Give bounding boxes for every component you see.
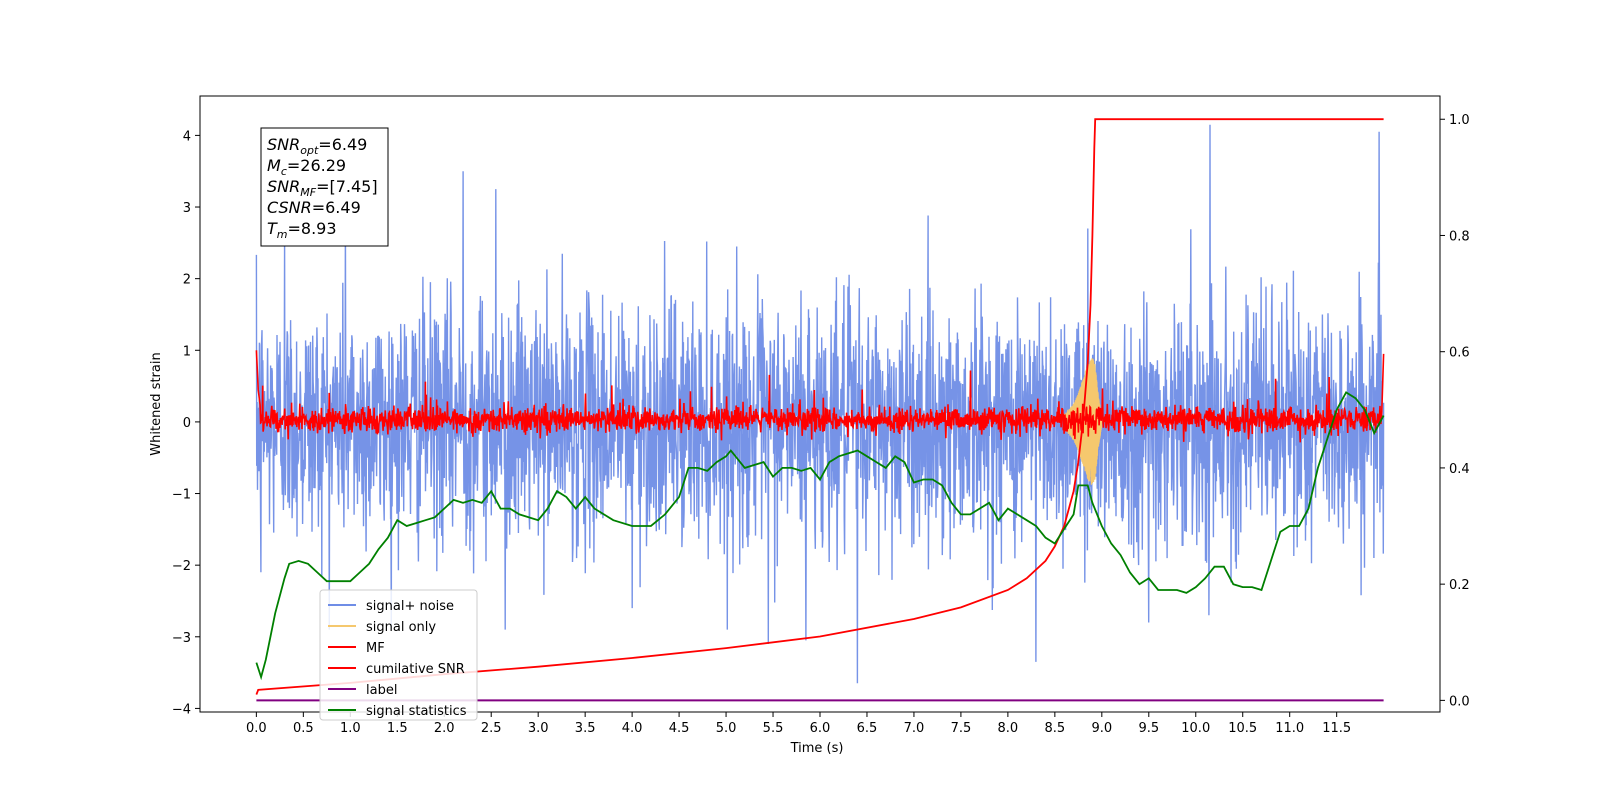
annotation-subscript: opt [300, 144, 319, 157]
annotation-subscript: MF [300, 186, 316, 199]
x-tick-label: 8.5 [1045, 721, 1066, 736]
annotation-value: =8.93 [288, 219, 337, 238]
y2-tick-label: 0.6 [1449, 346, 1470, 361]
y-tick-label: −2 [172, 559, 191, 574]
y-tick-label: −3 [172, 631, 191, 646]
series-layer [255, 118, 1385, 702]
annotation-subscript: c [281, 165, 287, 178]
x-tick-label: 11.0 [1275, 721, 1304, 736]
legend-label: label [366, 683, 397, 698]
series-signal-only [1063, 358, 1103, 485]
series-cumilative-snr [255, 118, 1384, 695]
annotation-value: =6.49 [318, 135, 367, 154]
y2-tick-label: 0.0 [1449, 694, 1470, 709]
y-tick-label: 1 [183, 344, 191, 359]
annotation-value: =26.29 [287, 156, 346, 175]
annotation-line: CSNR=6.49 [267, 198, 361, 217]
x-tick-label: 0.0 [246, 721, 267, 736]
x-tick-label: 4.0 [622, 721, 643, 736]
annotation-line: Mc=26.29 [267, 156, 346, 178]
x-tick-label: 2.0 [434, 721, 455, 736]
x-tick-label: 7.0 [904, 721, 925, 736]
x-tick-label: 4.5 [669, 721, 690, 736]
x-tick-label: 5.0 [716, 721, 737, 736]
y2-tick-label: 0.2 [1449, 578, 1470, 593]
series-mf [255, 350, 1385, 443]
y-tick-label: −1 [172, 488, 191, 503]
x-tick-label: 2.5 [481, 721, 502, 736]
x-tick-label: 9.0 [1091, 721, 1112, 736]
x-tick-label: 8.0 [998, 721, 1019, 736]
annotation-symbol: SNR [267, 177, 300, 196]
annotation-box: SNRopt=6.49Mc=26.29SNRMF=[7.45]CSNR=6.49… [260, 127, 389, 247]
annotation-symbol: M [267, 156, 281, 175]
legend-label: signal+ noise [366, 599, 454, 614]
legend-label: cumilative SNR [366, 662, 465, 677]
x-tick-label: 11.5 [1322, 721, 1351, 736]
annotation-line: SNRopt=6.49 [267, 135, 367, 157]
annotation-line: SNRMF=[7.45] [267, 177, 378, 199]
x-tick-label: 1.0 [340, 721, 361, 736]
x-tick-label: 3.0 [528, 721, 549, 736]
annotation-frame [260, 127, 389, 247]
annotation-symbol: T [267, 219, 278, 238]
x-tick-label: 0.5 [293, 721, 314, 736]
annotation-value: =6.49 [312, 198, 361, 217]
series-signal-noise [255, 124, 1385, 684]
y-axis: −4 −3 −2 −1 0 1 2 3 4 [172, 129, 200, 717]
y2-tick-label: 0.8 [1449, 229, 1470, 244]
y2-axis: 0.0 0.2 0.4 0.6 0.8 1.0 [1440, 113, 1470, 709]
legend: signal+ noise signal only MF cumilative SNR… [319, 589, 478, 721]
legend-frame [319, 589, 478, 721]
legend-label: MF [366, 641, 385, 656]
legend-label: signal statistics [366, 704, 467, 719]
annotation-value: =[7.45] [316, 177, 378, 196]
x-tick-label: 5.5 [763, 721, 784, 736]
x-tick-label: 3.5 [575, 721, 596, 736]
x-tick-label: 10.0 [1181, 721, 1210, 736]
x-tick-label: 7.5 [951, 721, 972, 736]
y-tick-label: 3 [183, 201, 191, 216]
y-tick-label: −4 [172, 702, 191, 717]
annotation-line: Tm=8.93 [267, 219, 337, 241]
y-tick-label: 2 [183, 273, 191, 288]
x-axis: 0.0 0.5 1.0 1.5 2.0 2.5 3.0 3.5 4.0 4.5 5.0 5.5 6.0 6… [246, 712, 1351, 736]
x-tick-label: 1.5 [387, 721, 408, 736]
x-axis-label: Time (s) [790, 741, 844, 756]
x-tick-label: 10.5 [1228, 721, 1257, 736]
x-tick-label: 6.5 [857, 721, 878, 736]
y-tick-label: 0 [183, 416, 191, 431]
y-tick-label: 4 [183, 129, 191, 144]
annotation-symbol: CSNR [267, 198, 312, 217]
annotation-symbol: SNR [267, 135, 300, 154]
x-tick-label: 6.0 [810, 721, 831, 736]
annotation-subscript: m [277, 228, 288, 241]
series-signal-statistics [255, 391, 1385, 681]
y-axis-label: Whitened strain [149, 352, 164, 455]
x-tick-label: 9.5 [1138, 721, 1159, 736]
y2-tick-label: 1.0 [1449, 113, 1470, 128]
y2-tick-label: 0.4 [1449, 462, 1470, 477]
legend-label: signal only [366, 620, 436, 635]
